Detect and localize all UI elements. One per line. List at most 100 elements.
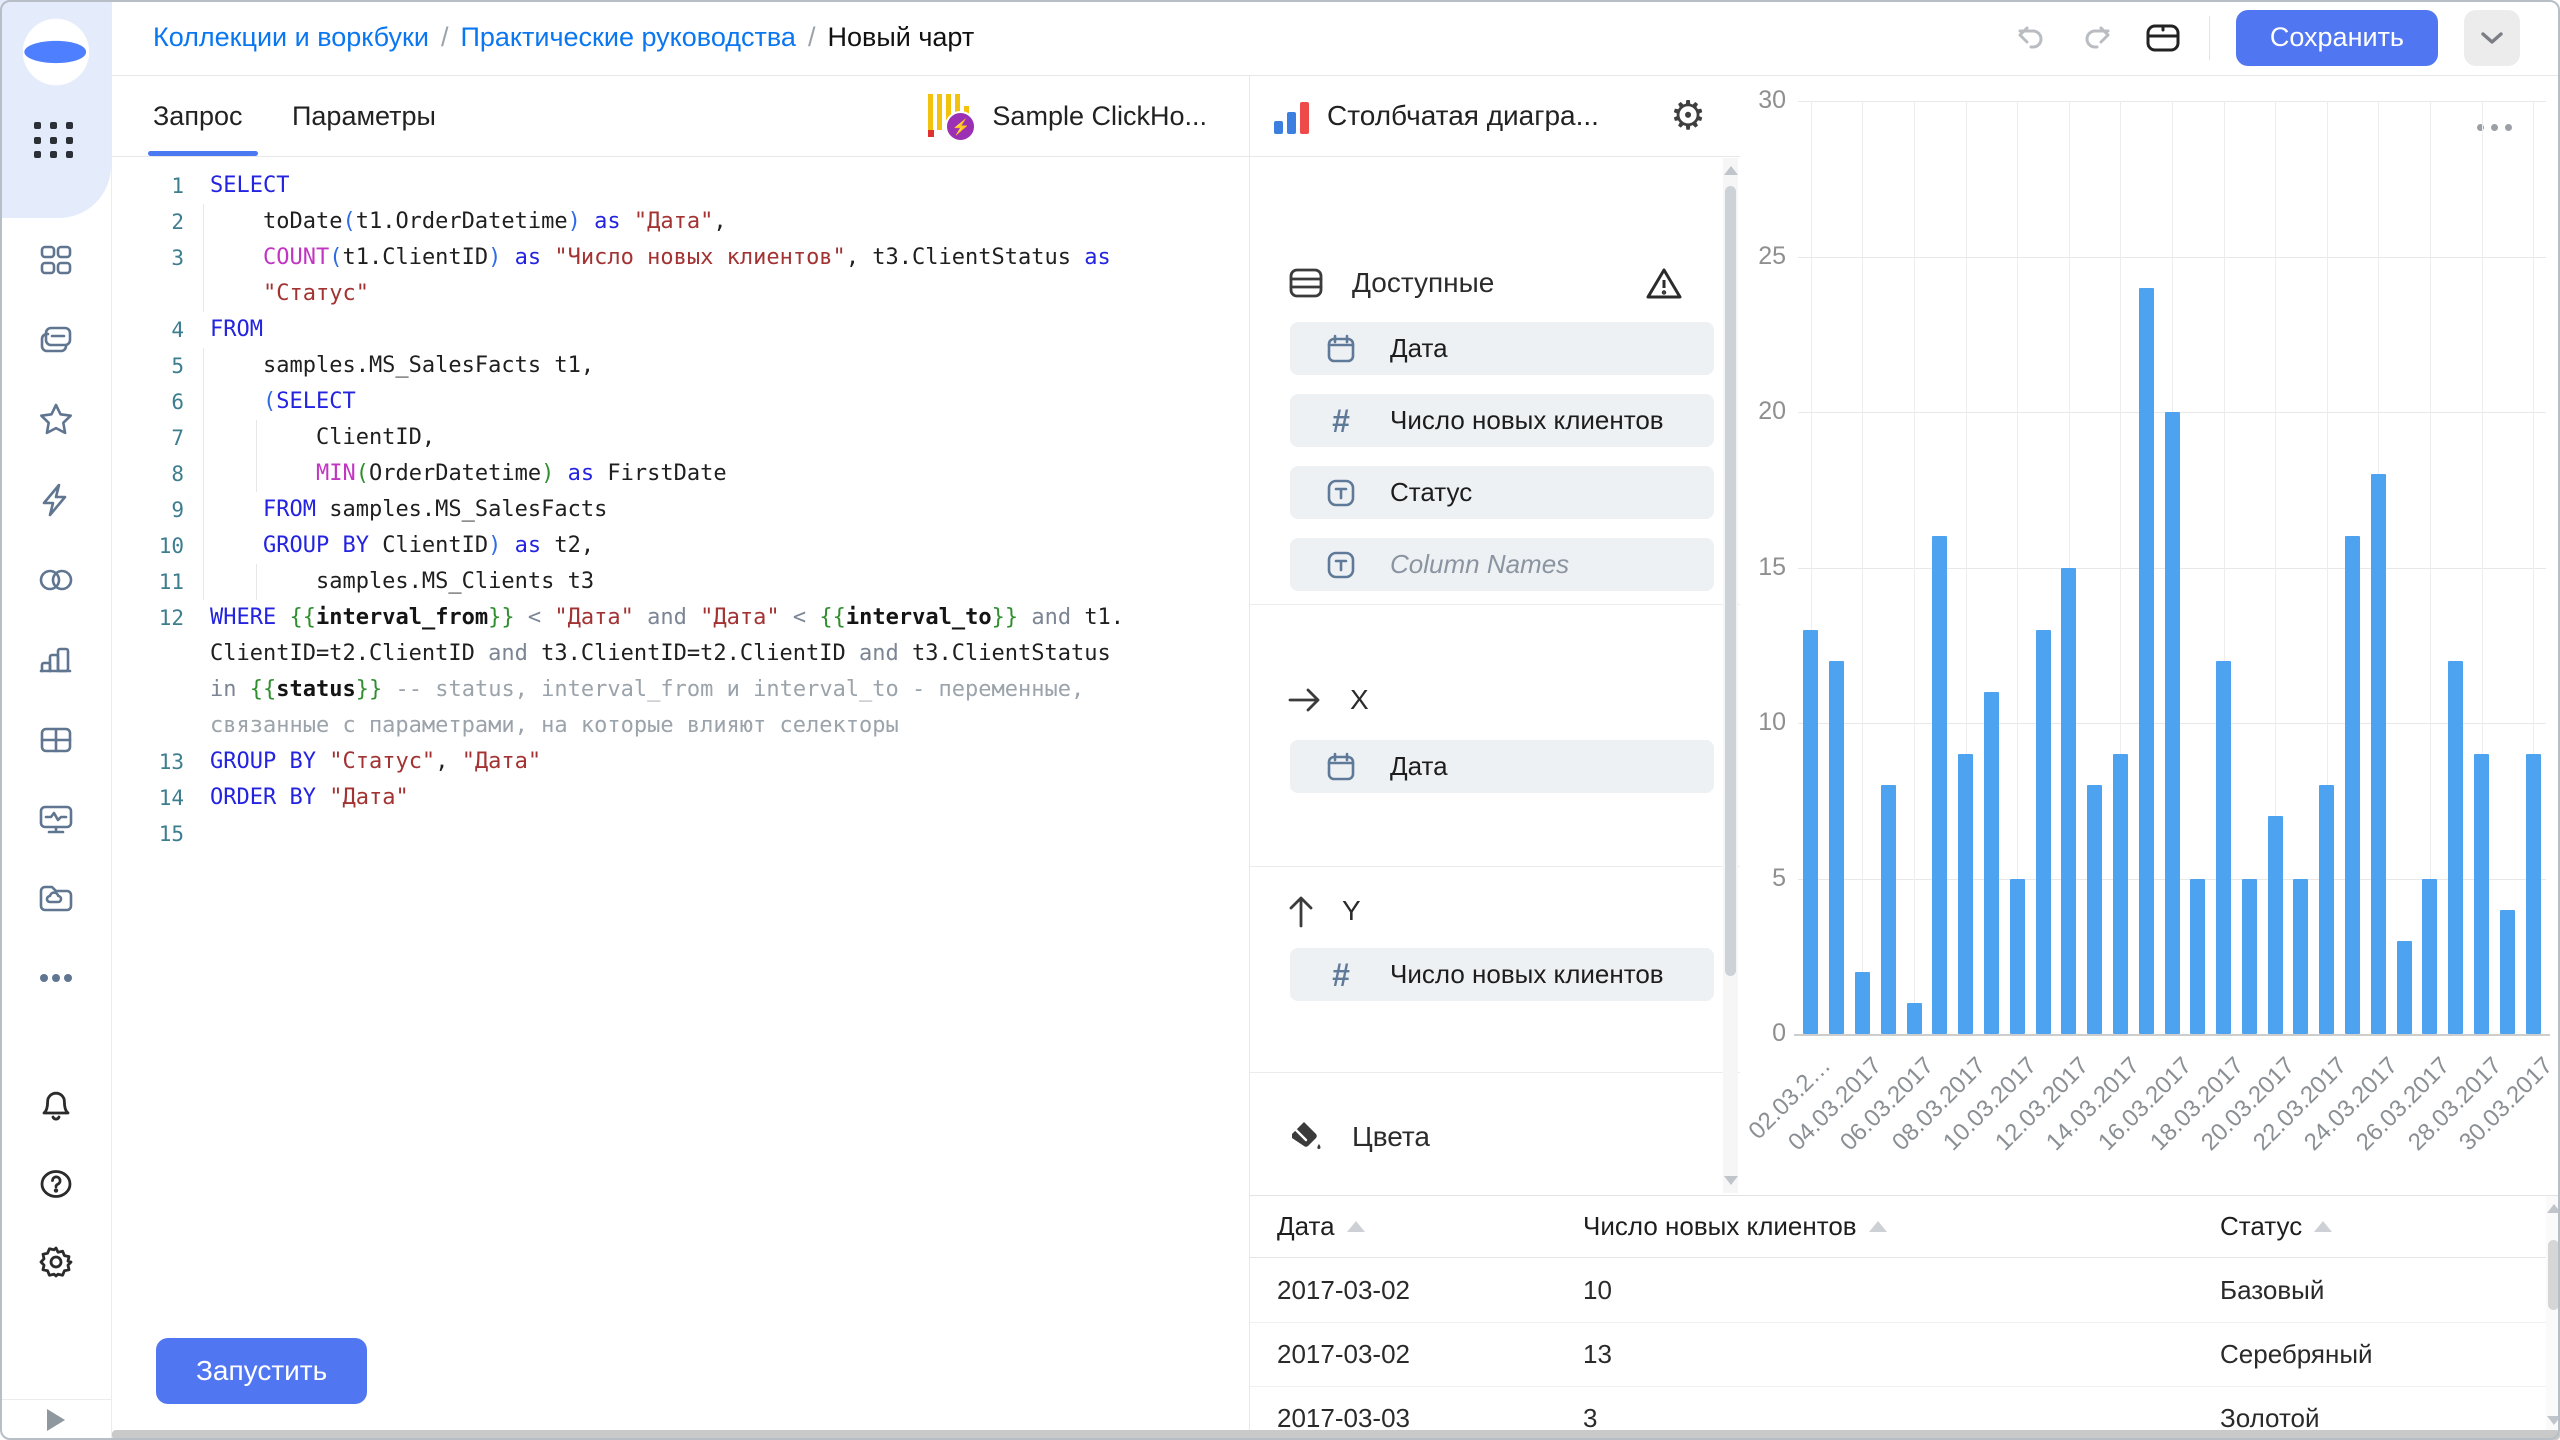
connection-chip[interactable]: ⚡ Sample ClickHo...: [926, 76, 1207, 156]
sidebar-item-connections[interactable]: [0, 470, 111, 530]
bar[interactable]: [1932, 536, 1948, 1034]
code-line[interactable]: 3 COUNT(t1.ClientID) as "Число новых кли…: [112, 240, 1249, 276]
code-line[interactable]: 9 FROM samples.MS_SalesFacts: [112, 492, 1249, 528]
datalens-logo[interactable]: [18, 14, 96, 90]
tab-query[interactable]: Запрос: [153, 100, 243, 131]
sidebar-item-more[interactable]: [0, 948, 111, 1008]
bar[interactable]: [2422, 878, 2438, 1034]
code-line[interactable]: 4 FROM: [112, 312, 1249, 348]
breadcrumb-item[interactable]: Практические руководства: [460, 22, 796, 52]
bar[interactable]: [2396, 940, 2412, 1034]
field-pill[interactable]: Дата: [1290, 322, 1714, 375]
table-row[interactable]: 2017-03-03 3 Золотой: [1250, 1386, 2560, 1440]
bar[interactable]: [2267, 816, 2283, 1034]
field-placeholder[interactable]: Column Names: [1290, 538, 1714, 591]
sidebar-item-storage[interactable]: [0, 868, 111, 928]
code-line[interactable]: 13 GROUP BY "Статус", "Дата": [112, 744, 1249, 780]
scroll-up-icon[interactable]: [2547, 1204, 2560, 1213]
sidebar-item-tables[interactable]: [0, 710, 111, 770]
sidebar-item-notifications[interactable]: [0, 1074, 111, 1134]
bar[interactable]: [1983, 691, 1999, 1034]
sort-icon[interactable]: [2314, 1221, 2333, 1232]
sql-code-editor[interactable]: 1 SELECT 2 toDate(t1.OrderDatetime) as "Да…: [112, 168, 1249, 852]
bar[interactable]: [1880, 785, 1896, 1034]
panel-toggle-icon[interactable]: [2143, 18, 2183, 58]
sidebar-item-monitoring[interactable]: [0, 790, 111, 850]
bar[interactable]: [2525, 754, 2541, 1034]
field-pill[interactable]: # Число новых клиентов: [1290, 948, 1714, 1001]
bar[interactable]: [2293, 878, 2309, 1034]
tab-parameters[interactable]: Параметры: [292, 100, 436, 131]
sidebar-item-collections[interactable]: [0, 310, 111, 370]
scrollbar-thumb[interactable]: [2548, 1240, 2559, 1310]
sidebar-item-datasets[interactable]: [0, 550, 111, 610]
sidebar-expand-button[interactable]: [0, 1399, 111, 1440]
bar[interactable]: [1803, 629, 1819, 1034]
column-header[interactable]: Число новых клиентов: [1583, 1196, 1887, 1257]
breadcrumb-item[interactable]: Коллекции и воркбуки: [153, 22, 429, 52]
scroll-up-icon[interactable]: [1724, 166, 1738, 175]
bar[interactable]: [2370, 474, 2386, 1034]
code-line[interactable]: 1 SELECT: [112, 168, 1249, 204]
code-line[interactable]: 7 ClientID,: [112, 420, 1249, 456]
bar[interactable]: [2164, 412, 2180, 1034]
code-line[interactable]: 5 samples.MS_SalesFacts t1,: [112, 348, 1249, 384]
sort-icon[interactable]: [1868, 1221, 1887, 1232]
bar[interactable]: [2035, 629, 2051, 1034]
code-line[interactable]: 11 samples.MS_Clients t3: [112, 564, 1249, 600]
sidebar-item-charts[interactable]: [0, 630, 111, 690]
column-header[interactable]: Дата: [1277, 1196, 1365, 1257]
chart-type-header[interactable]: Столбчатая диагра... ⚙: [1250, 76, 1740, 157]
scroll-down-icon[interactable]: [2547, 1416, 2560, 1425]
bar[interactable]: [2112, 754, 2128, 1034]
bar[interactable]: [2319, 785, 2335, 1034]
code-line[interactable]: 10 GROUP BY ClientID) as t2,: [112, 528, 1249, 564]
bar[interactable]: [2138, 287, 2154, 1034]
bar[interactable]: [2241, 878, 2257, 1034]
code-line[interactable]: 2 toDate(t1.OrderDatetime) as "Дата",: [112, 204, 1249, 240]
code-line[interactable]: 15: [112, 816, 1249, 852]
sidebar-item-settings[interactable]: [0, 1232, 111, 1292]
bar[interactable]: [2009, 878, 2025, 1034]
sidebar-item-favorites[interactable]: [0, 390, 111, 450]
chart-menu-icon[interactable]: [2477, 124, 2512, 131]
save-button[interactable]: Сохранить: [2235, 9, 2438, 66]
warning-icon[interactable]: [1644, 266, 1684, 307]
sidebar-item-help[interactable]: [0, 1154, 111, 1214]
bar[interactable]: [2474, 754, 2490, 1034]
code-line[interactable]: 8 MIN(OrderDatetime) as FirstDate: [112, 456, 1249, 492]
run-button[interactable]: Запустить: [156, 1338, 368, 1404]
code-line[interactable]: связанные с параметрами, на которые влия…: [112, 708, 1249, 744]
save-more-button[interactable]: [2464, 9, 2520, 66]
bar[interactable]: [2216, 660, 2232, 1034]
code-line[interactable]: 14 ORDER BY "Дата": [112, 780, 1249, 816]
bar[interactable]: [2087, 785, 2103, 1034]
horizontal-scrollbar[interactable]: [112, 1430, 2560, 1440]
redo-icon[interactable]: [2077, 18, 2117, 58]
code-line[interactable]: in {{status}} -- status, interval_from и…: [112, 672, 1249, 708]
wizard-scrollbar[interactable]: [1723, 158, 1738, 1193]
bar[interactable]: [1906, 1002, 1922, 1034]
field-pill[interactable]: Дата: [1290, 740, 1714, 793]
bar[interactable]: [2448, 660, 2464, 1034]
scrollbar-thumb[interactable]: [1725, 186, 1736, 976]
code-line[interactable]: 6 (SELECT: [112, 384, 1249, 420]
sort-icon[interactable]: [1346, 1221, 1365, 1232]
table-row[interactable]: 2017-03-02 13 Серебряный: [1250, 1322, 2560, 1387]
bar[interactable]: [2190, 878, 2206, 1034]
apps-grid-icon[interactable]: [34, 122, 78, 162]
sidebar-item-dashboards[interactable]: [0, 231, 111, 291]
bar[interactable]: [1854, 971, 1870, 1034]
field-pill[interactable]: # Число новых клиентов: [1290, 394, 1714, 447]
scroll-down-icon[interactable]: [1724, 1176, 1738, 1185]
code-line[interactable]: ClientID=t2.ClientID and t3.ClientID=t2.…: [112, 636, 1249, 672]
bar[interactable]: [2499, 909, 2515, 1034]
column-header[interactable]: Статус: [2220, 1196, 2333, 1257]
bar[interactable]: [2061, 567, 2077, 1034]
code-line[interactable]: "Статус": [112, 276, 1249, 312]
gear-icon[interactable]: ⚙: [1670, 94, 1706, 138]
bar[interactable]: [2345, 536, 2361, 1034]
bar[interactable]: [1958, 754, 1974, 1034]
table-row[interactable]: 2017-03-02 10 Базовый: [1250, 1258, 2560, 1323]
code-line[interactable]: 12 WHERE {{interval_from}} < "Дата" and "…: [112, 600, 1249, 636]
